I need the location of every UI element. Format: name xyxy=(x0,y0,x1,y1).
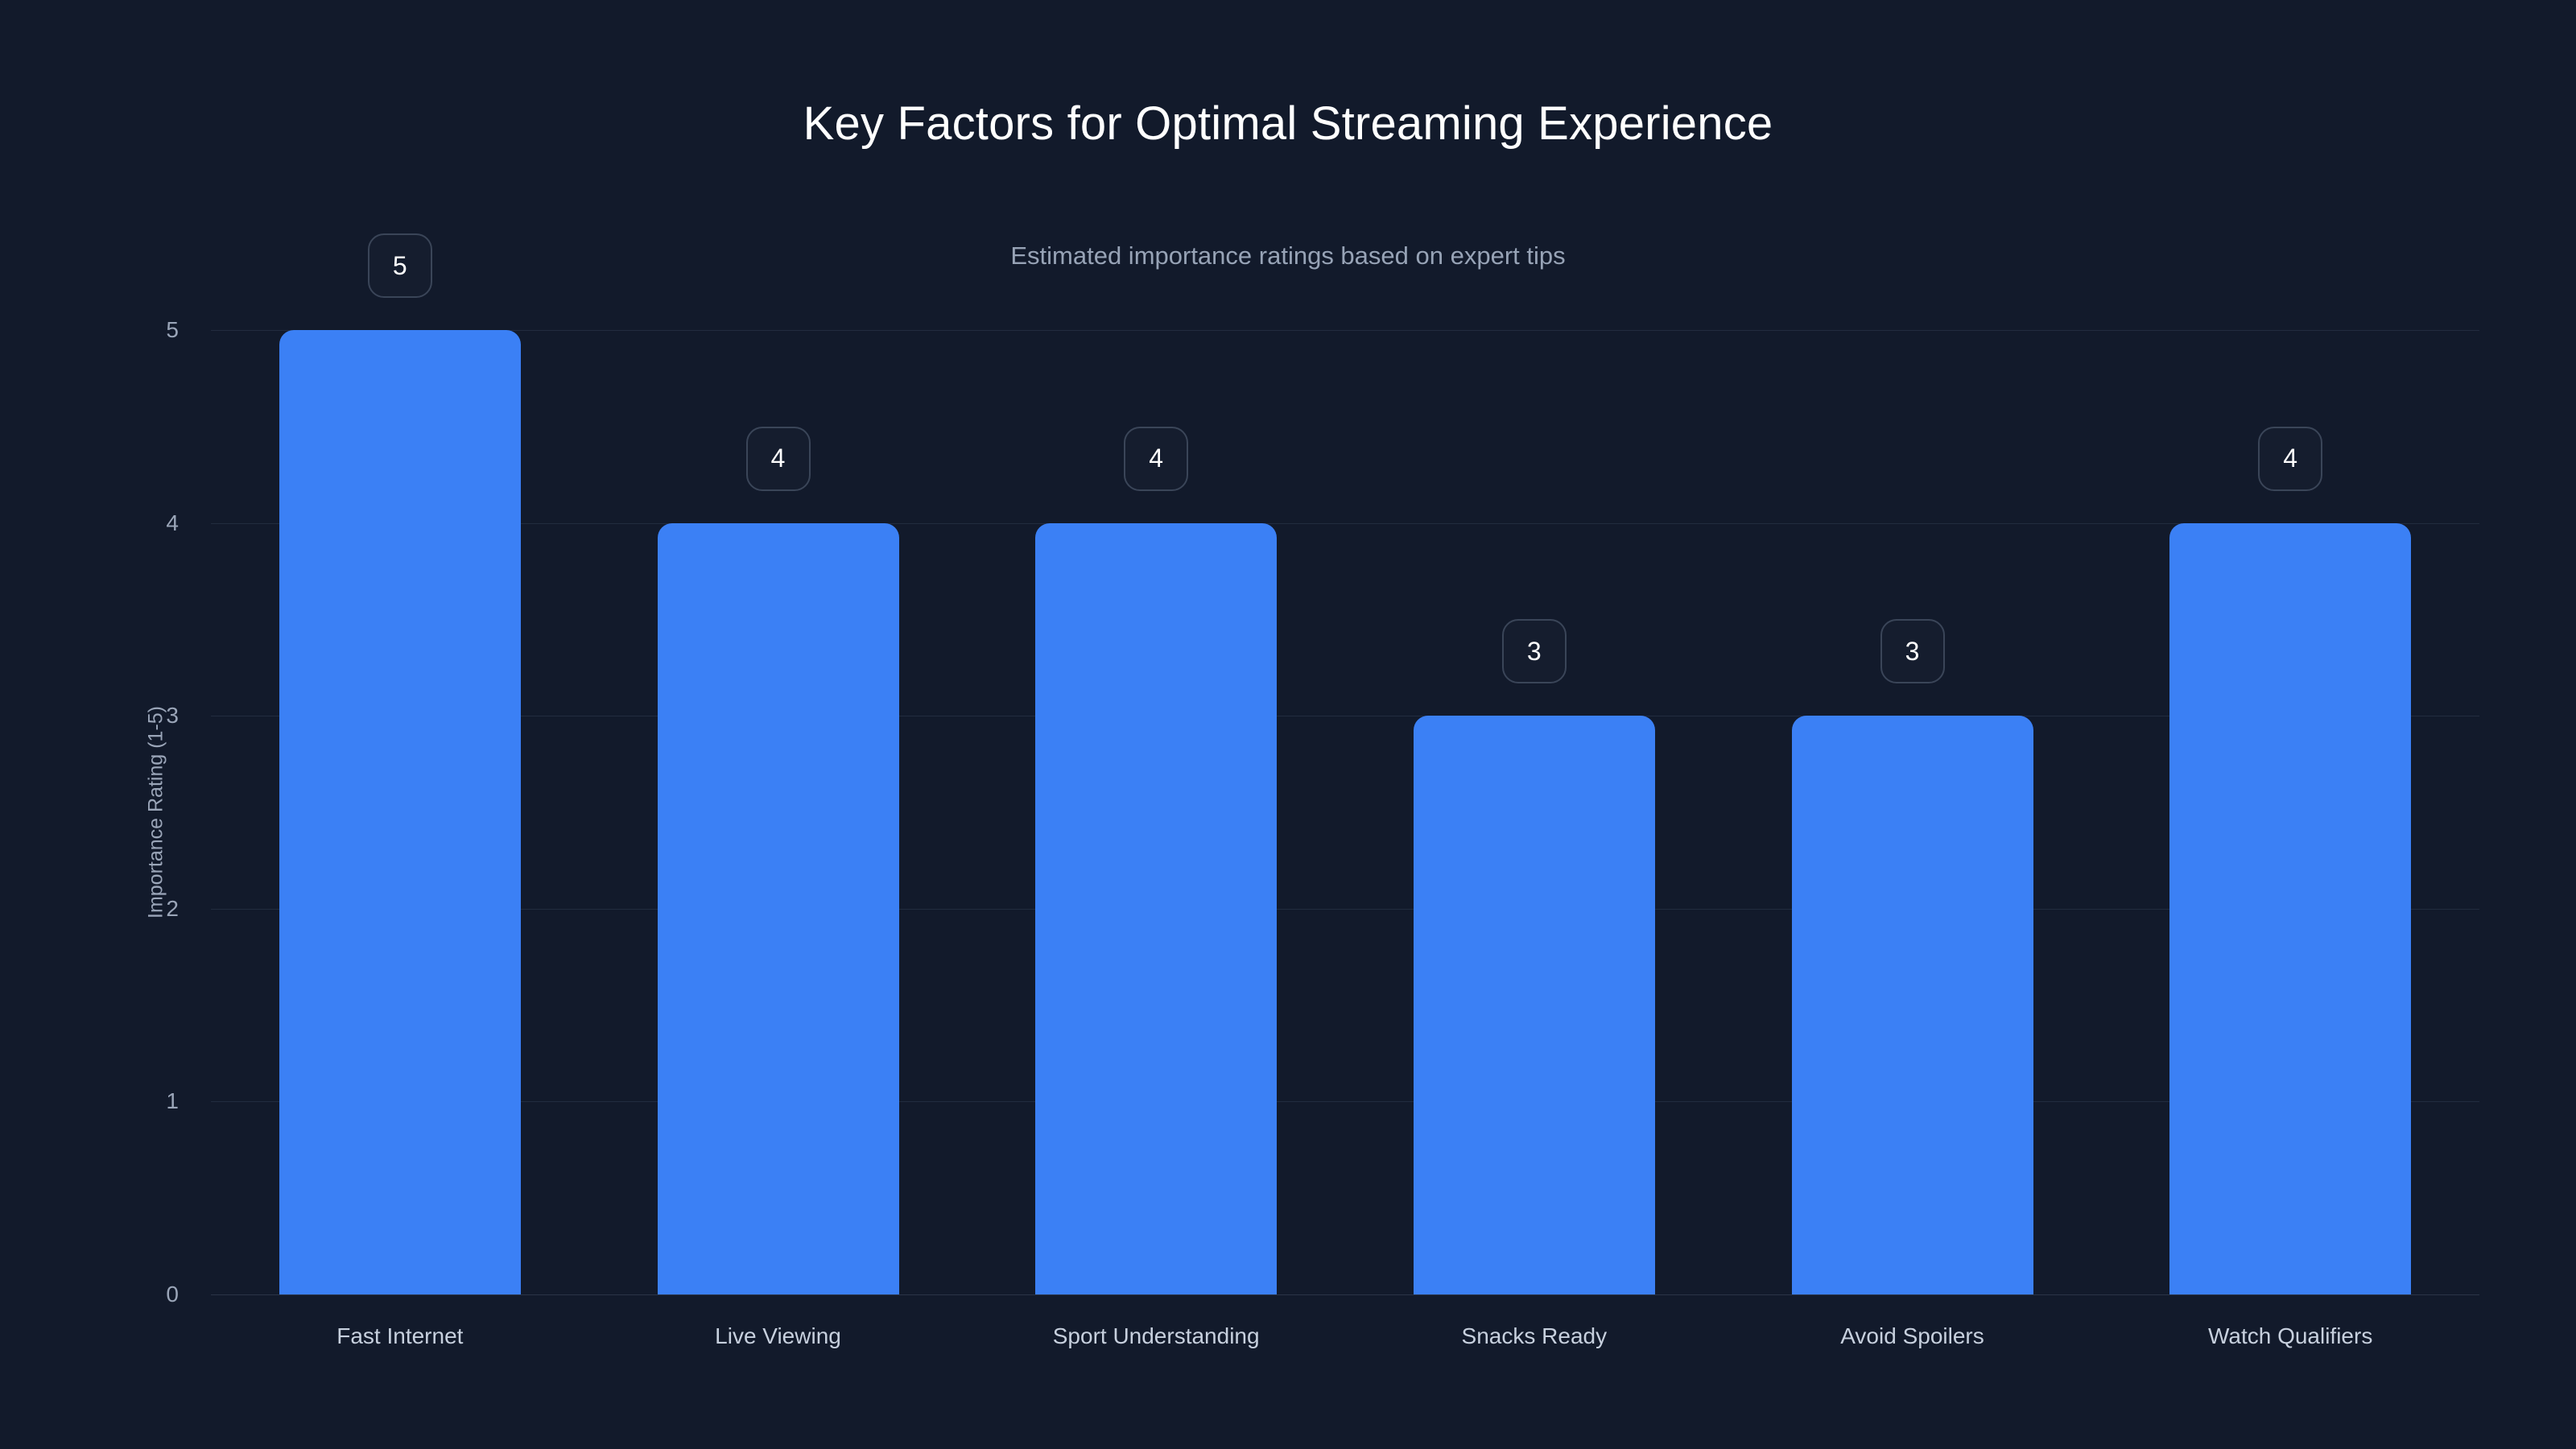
data-label-badge: 3 xyxy=(1880,619,1945,684)
y-axis-label: Importance Rating (1-5) xyxy=(144,705,167,919)
y-tick-label: 1 xyxy=(166,1088,179,1114)
bar[interactable] xyxy=(279,330,521,1294)
data-label-badge: 4 xyxy=(1124,426,1189,491)
data-label-badge: 5 xyxy=(367,233,432,298)
plot-area: Importance Rating (1-5) 0 1 2 3 4 5 5 4 4 3 3 4 Fa… xyxy=(145,233,2479,1348)
x-tick-label: Snacks Ready xyxy=(1461,1323,1608,1348)
gridline xyxy=(211,908,2479,910)
x-tick-label: Live Viewing xyxy=(715,1323,841,1348)
data-label-badge: 3 xyxy=(1501,619,1567,684)
data-label-badge: 4 xyxy=(745,426,811,491)
chart-subtitle: Estimated importance ratings based on ex… xyxy=(1010,242,1566,270)
x-tick-label: Sport Understanding xyxy=(1052,1323,1260,1348)
chart-title: Key Factors for Optimal Streaming Experi… xyxy=(803,97,1773,150)
y-tick-label: 0 xyxy=(166,1282,179,1307)
data-label-badge: 4 xyxy=(2258,426,2323,491)
bar[interactable] xyxy=(1035,522,1278,1294)
y-tick-label: 4 xyxy=(166,510,179,535)
x-tick-label: Watch Qualifiers xyxy=(2207,1323,2373,1348)
y-tick-label: 5 xyxy=(166,317,179,342)
y-tick-label: 2 xyxy=(166,895,179,921)
bar[interactable] xyxy=(1791,716,2033,1294)
bar[interactable] xyxy=(1413,716,1655,1294)
gridline xyxy=(211,330,2479,331)
x-tick-label: Fast Internet xyxy=(336,1323,464,1348)
bar[interactable] xyxy=(2169,522,2412,1294)
y-tick-label: 3 xyxy=(166,703,179,729)
x-tick-label: Avoid Spoilers xyxy=(1840,1323,1984,1348)
gridline xyxy=(211,1294,2479,1295)
bar[interactable] xyxy=(657,522,899,1294)
gridline xyxy=(211,522,2479,524)
gridline xyxy=(211,1101,2479,1103)
